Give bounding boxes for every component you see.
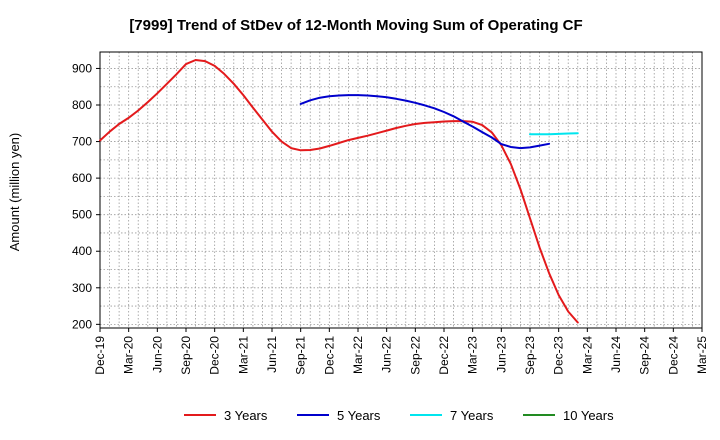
legend-label: 3 Years [224,408,268,423]
grid [100,52,702,328]
x-tick-label: Mar-24 [580,336,594,374]
x-tick-label: Sep-23 [523,336,537,375]
x-tick-label: Sep-20 [179,336,193,375]
legend-label: 5 Years [337,408,381,423]
series-line-5-years [299,94,551,150]
x-tick-label: Sep-24 [638,336,652,375]
x-tick-label: Sep-22 [408,336,422,375]
x-tick-label: Jun-22 [380,336,394,373]
x-tick-label: Mar-25 [695,336,709,374]
x-tick-label: Jun-24 [609,336,623,373]
y-tick-label: 800 [72,98,92,112]
y-tick-label: 400 [72,244,92,258]
y-tick-label: 700 [72,135,92,149]
legend: 3 Years 5 Years 7 Years 10 Years [184,408,614,423]
x-tick-label: Mar-22 [351,336,365,374]
series-line-7-years [529,132,579,136]
legend-label: 10 Years [563,408,614,423]
x-axis-ticks: Dec-19 Mar-20 Jun-20 Sep-20 Dec-20 Mar-21 Jun-… [93,328,709,375]
x-tick-label: Dec-22 [437,336,451,375]
y-tick-label: 200 [72,317,92,331]
x-tick-label: Dec-24 [666,336,680,375]
x-tick-label: Jun-21 [265,336,279,373]
x-tick-label: Dec-19 [93,336,107,375]
x-tick-label: Mar-20 [122,336,136,374]
x-tick-label: Dec-20 [208,336,222,375]
x-tick-label: Jun-23 [494,336,508,373]
plot-frame [99,51,703,329]
y-axis-ticks: 200 300 400 500 600 700 800 900 [72,61,100,331]
x-tick-label: Dec-23 [552,336,566,375]
y-tick-label: 500 [72,208,92,222]
x-tick-label: Sep-21 [294,336,308,375]
x-tick-label: Dec-21 [322,336,336,375]
y-tick-label: 900 [72,61,92,75]
x-tick-label: Jun-20 [150,336,164,373]
y-axis-label: Amount (million yen) [7,133,22,252]
y-tick-label: 600 [72,171,92,185]
x-tick-label: Mar-23 [466,336,480,374]
legend-label: 7 Years [450,408,494,423]
series-lines [99,59,579,324]
y-tick-label: 300 [72,281,92,295]
chart-title: [7999] Trend of StDev of 12-Month Moving… [129,17,582,34]
x-tick-label: Mar-21 [236,336,250,374]
